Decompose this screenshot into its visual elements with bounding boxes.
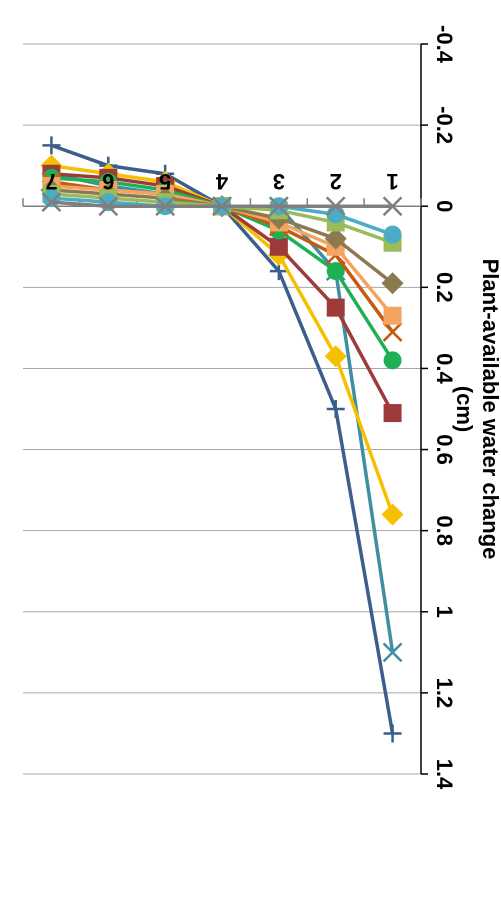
series-3-point-2 [324, 345, 347, 368]
x-tick-label-2: 2 [330, 169, 342, 194]
axis-title-layer: Plant-available water change(cm) [452, 259, 501, 560]
series-4-point-1 [383, 404, 402, 423]
series-11-point-3 [268, 196, 289, 217]
y-tick-label-2: 0 [432, 200, 457, 212]
y-tick-label-7: 1 [432, 606, 457, 618]
series-5-point-1 [383, 351, 402, 370]
y-tick-label-3: 0.2 [432, 272, 457, 303]
x-tick-label-7: 7 [45, 169, 57, 194]
y-tick-label-9: 1.4 [432, 759, 457, 790]
x-tick-label-6: 6 [102, 169, 114, 194]
series-3-point-1 [381, 503, 404, 526]
series-10-point-2 [326, 205, 345, 224]
y-tick-label-1: -0.2 [432, 106, 457, 144]
series-10-point-6 [99, 193, 118, 212]
series-5-point-2 [326, 262, 345, 281]
series-4-point-3 [269, 237, 288, 256]
series-11 [41, 192, 403, 217]
series-1-point-2 [326, 400, 345, 418]
x-tick-label-3: 3 [273, 169, 285, 194]
series-4-point-2 [326, 298, 345, 317]
y-axis-title-line-2: (cm) [452, 386, 477, 432]
y-tick-label-0: -0.4 [432, 25, 457, 64]
series-6-point-1 [382, 322, 403, 342]
tick-label-layer: 1 2 3 4 5 6 7 -0.4 -0.2 0 0.2 0.4 0.6 0.8 1 1.2 1.4 [45, 25, 457, 790]
series-1-point-1 [383, 724, 402, 743]
y-tick-label-4: 0.4 [432, 353, 457, 384]
series-11-point-7 [41, 192, 62, 213]
series-10-point-1 [383, 225, 402, 244]
series-11-point-1 [382, 196, 403, 217]
series-11-point-2 [325, 196, 346, 217]
series-8-point-1 [381, 272, 404, 295]
series-2-point-1 [382, 642, 403, 663]
series-11-point-4 [212, 196, 232, 217]
y-axis-title-line-1: Plant-available water change [478, 259, 501, 560]
x-tick-label-4: 4 [215, 169, 228, 194]
series-1-point-7 [42, 136, 61, 155]
y-tick-label-5: 0.6 [432, 434, 457, 465]
series-11-point-6 [98, 196, 119, 217]
series-8-point-2 [324, 227, 347, 250]
y-tick-label-6: 0.8 [432, 515, 457, 546]
y-tick-label-8: 1.2 [432, 678, 457, 709]
x-tick-label-1: 1 [386, 169, 398, 194]
x-tick-label-5: 5 [159, 169, 171, 194]
series-layer [40, 136, 404, 743]
series-11-point-5 [155, 196, 176, 217]
series-7-point-1 [383, 306, 402, 325]
